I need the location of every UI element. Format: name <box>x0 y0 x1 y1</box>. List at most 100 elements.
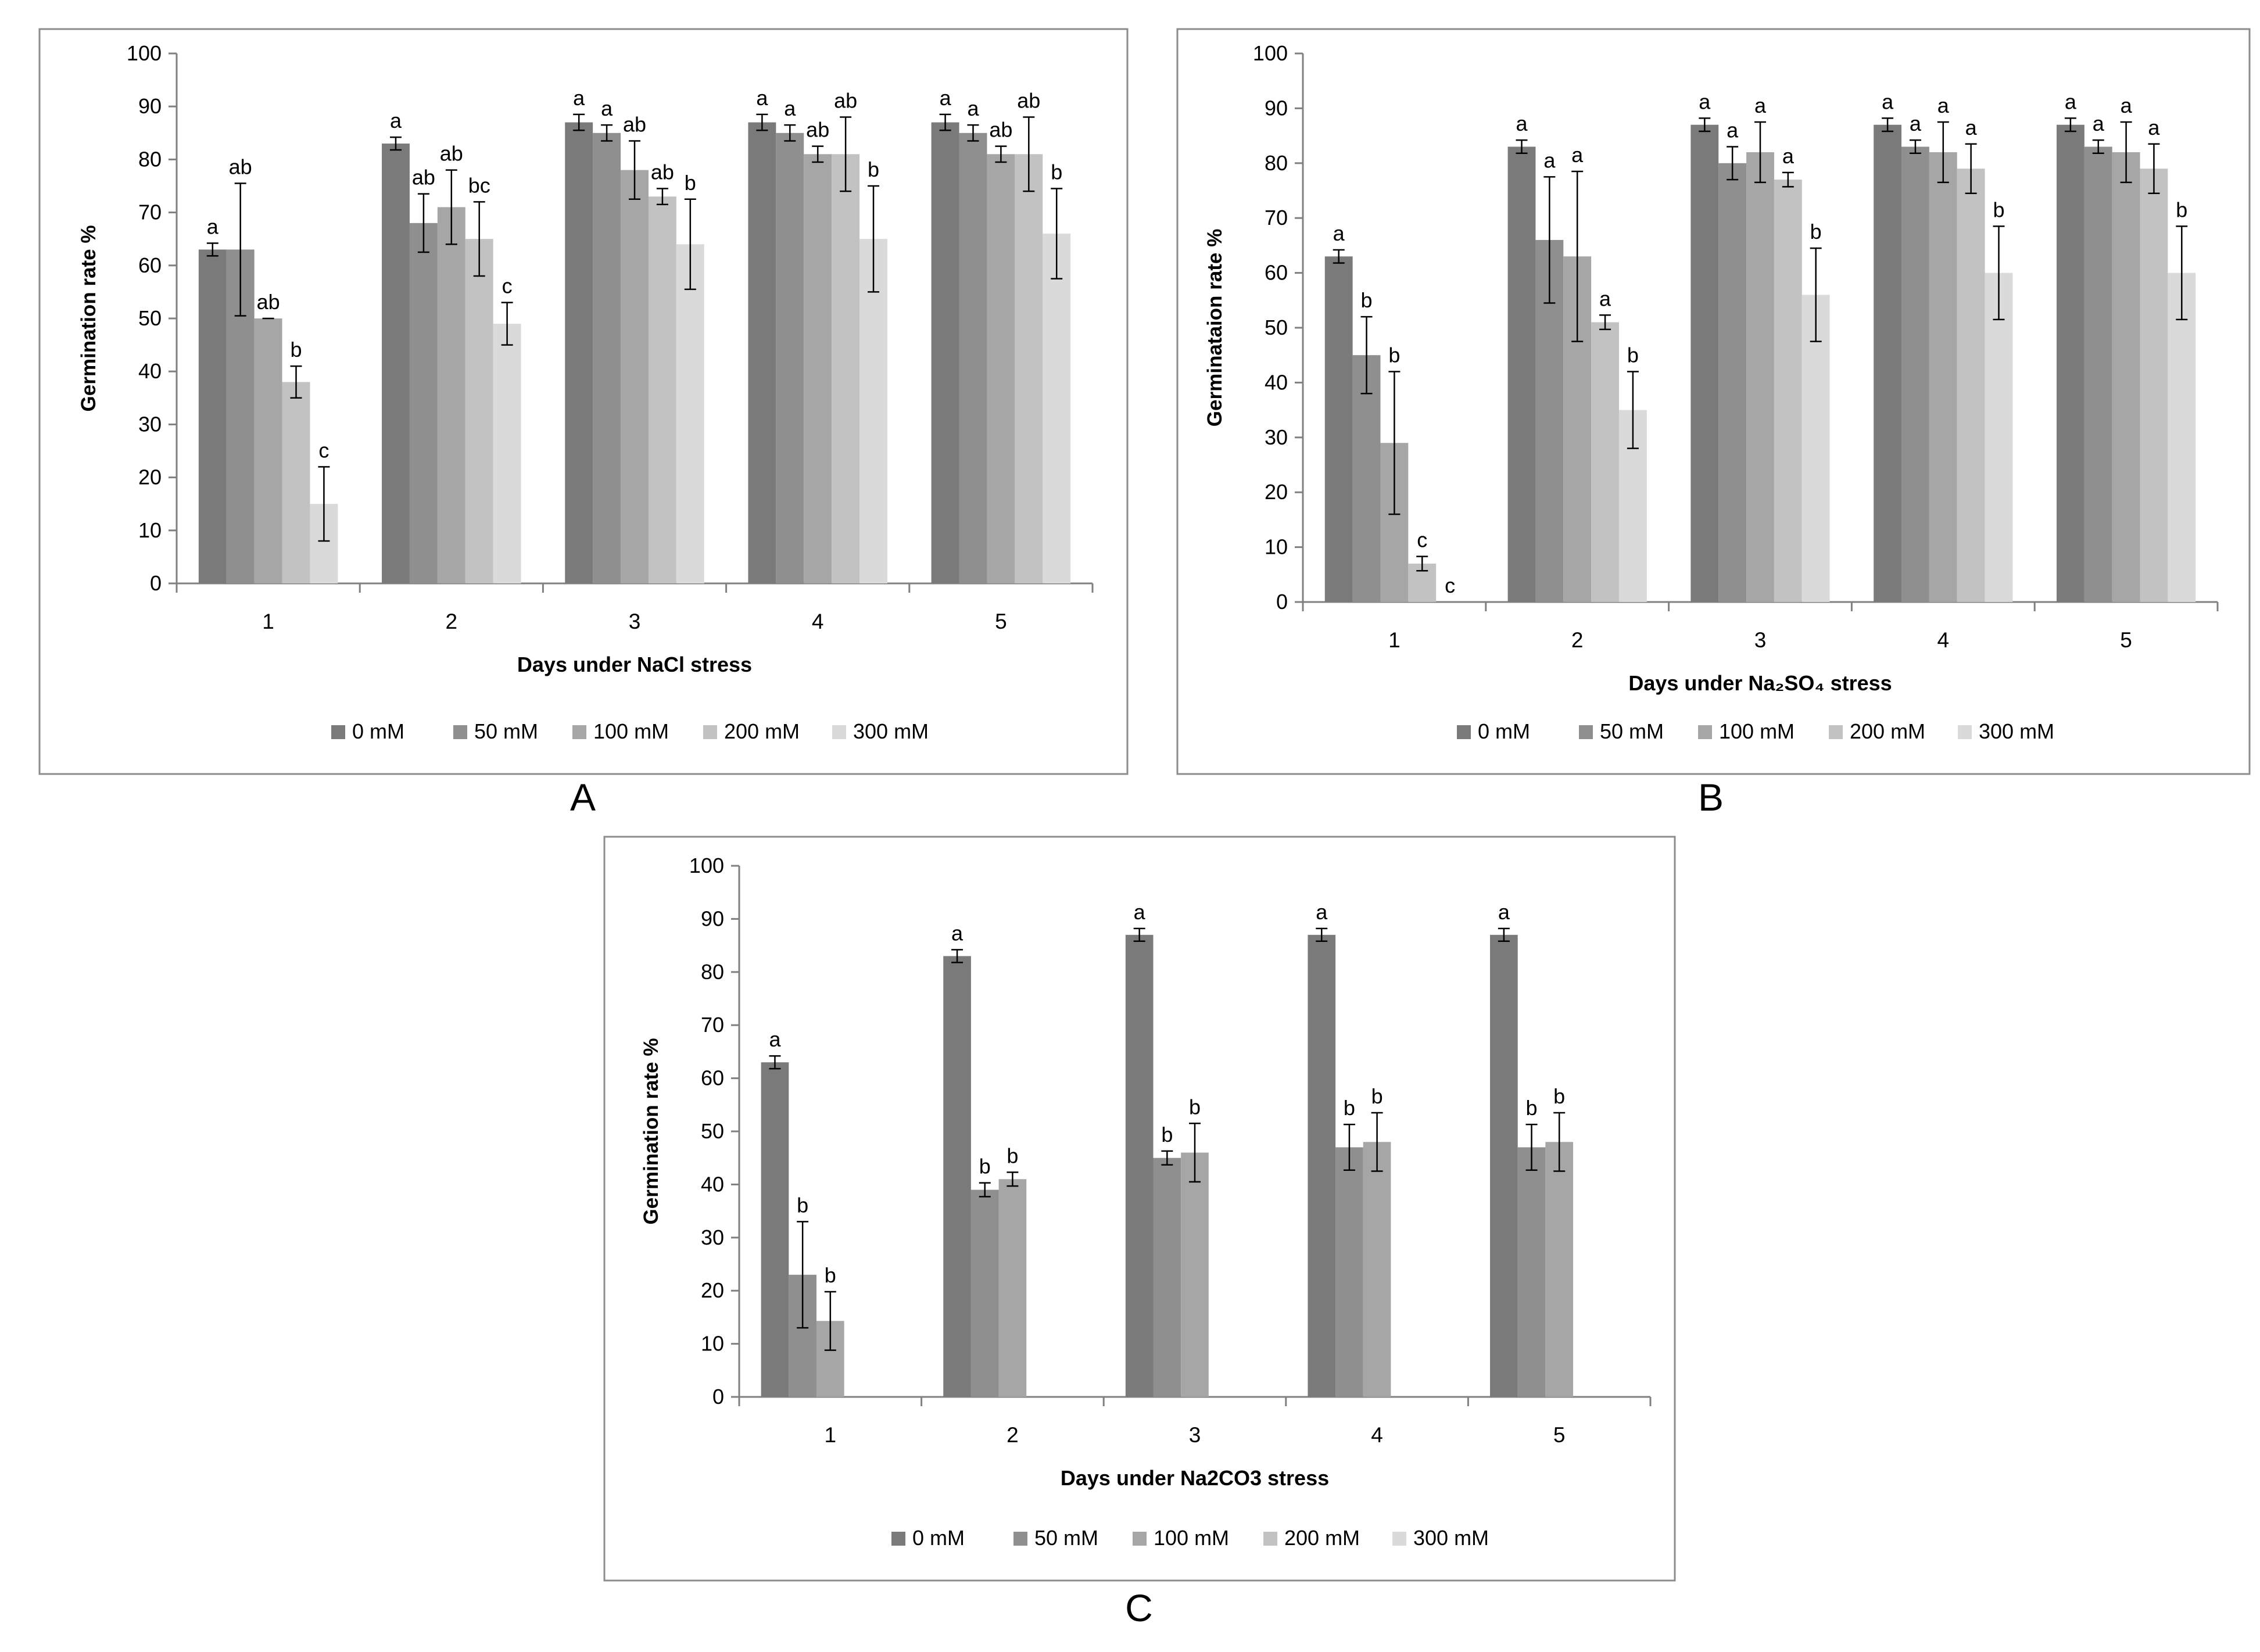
significance-label: a <box>2065 89 2077 113</box>
significance-label: a <box>1571 143 1584 167</box>
significance-label: a <box>951 921 964 945</box>
bar-300mm-day4 <box>859 239 887 583</box>
legend-swatch <box>1829 725 1843 739</box>
bar-0mm-day2 <box>1507 146 1536 603</box>
significance-label: b <box>1051 160 1062 184</box>
bar-200mm-day5 <box>2140 169 2168 602</box>
bar-100mm-day1 <box>254 318 282 583</box>
panel-label-a: A <box>570 776 596 819</box>
significance-label: ab <box>651 160 674 184</box>
significance-label: a <box>573 86 585 110</box>
x-tick-label: 1 <box>262 610 274 633</box>
y-tick-label: 30 <box>138 412 162 436</box>
x-tick-label: 2 <box>1571 628 1584 652</box>
significance-label: a <box>2148 116 2160 139</box>
significance-label: b <box>1526 1096 1538 1120</box>
y-tick-label: 20 <box>701 1278 724 1302</box>
significance-label: ab <box>257 290 280 314</box>
significance-label: b <box>979 1155 991 1178</box>
legend-swatch <box>1133 1532 1147 1546</box>
significance-label: bc <box>468 173 490 197</box>
y-tick-label: 40 <box>1265 370 1288 394</box>
legend: 0 mM 50 mM 100 mM 200 mM 300 mM <box>331 719 929 743</box>
y-tick-label: 50 <box>701 1119 724 1143</box>
bar-0mm-day3 <box>1125 934 1154 1397</box>
significance-label: b <box>1993 198 2004 221</box>
significance-label: a <box>940 86 952 110</box>
significance-label: a <box>207 214 219 238</box>
bar-0mm-day4 <box>748 122 776 583</box>
bar-100mm-day2 <box>437 207 465 584</box>
significance-label: b <box>1371 1084 1383 1108</box>
significance-label: a <box>1516 112 1528 135</box>
significance-label: c <box>1445 574 1455 597</box>
x-tick-label: 5 <box>995 610 1007 633</box>
legend-swatch <box>1263 1532 1277 1546</box>
y-tick-label: 50 <box>138 306 162 330</box>
x-tick-label: 1 <box>1388 628 1401 652</box>
y-tick-label: 80 <box>1265 151 1288 175</box>
bar-200mm-day2 <box>1591 322 1619 602</box>
legend-swatch <box>1392 1532 1406 1546</box>
y-tick-label: 40 <box>138 359 162 383</box>
panel-label-c: C <box>1125 1586 1153 1629</box>
significance-label: ab <box>1017 88 1040 112</box>
bar-50mm-day4 <box>1901 146 1929 603</box>
significance-label: a <box>1782 144 1795 168</box>
y-tick-label: 0 <box>150 571 162 595</box>
bar-0mm-day2 <box>943 956 971 1397</box>
legend-label: 300 mM <box>1979 719 2054 743</box>
x-tick-label: 5 <box>1553 1423 1566 1447</box>
bar-100mm-day4 <box>1363 1142 1391 1397</box>
legend-swatch <box>703 725 717 739</box>
significance-label: b <box>1810 220 1822 243</box>
bar-200mm-day4 <box>832 154 860 583</box>
legend-label: 100 mM <box>1719 719 1795 743</box>
bar-300mm-day3 <box>676 244 704 583</box>
bar-0mm-day5 <box>931 122 959 583</box>
bar-50mm-day4 <box>1335 1147 1363 1397</box>
significance-label: a <box>1727 118 1739 142</box>
chart-panel-a: 0 10 20 30 40 50 60 70 80 90 100 Germination rate %… <box>38 28 1129 775</box>
legend-label: 50 mM <box>474 719 538 743</box>
bar-50mm-day2 <box>409 223 438 584</box>
legend-swatch <box>891 1532 905 1546</box>
significance-label: b <box>1388 343 1400 367</box>
significance-label: ab <box>806 118 829 142</box>
legend-label: 50 mM <box>1034 1526 1098 1550</box>
legend-swatch <box>1958 725 1972 739</box>
significance-label: b <box>685 171 696 195</box>
y-tick-label: 100 <box>689 854 724 877</box>
panel-label-b: B <box>1698 776 1724 819</box>
x-tick-label: 1 <box>825 1423 837 1447</box>
y-tick-label: 80 <box>701 960 724 984</box>
bar-50mm-day5 <box>2084 146 2112 603</box>
significance-label: ab <box>412 166 435 189</box>
y-tick-label: 90 <box>138 94 162 118</box>
legend-swatch <box>832 725 846 739</box>
significance-label: b <box>868 157 879 181</box>
bar-200mm-day3 <box>648 196 676 583</box>
x-axis-title: Days under NaCl stress <box>517 653 752 676</box>
x-tick-label: 3 <box>629 610 641 633</box>
bar-100mm-day5 <box>2112 152 2140 602</box>
significance-label: b <box>1161 1123 1173 1146</box>
bar-0mm-day4 <box>1308 934 1336 1397</box>
bar-100mm-day2 <box>998 1179 1027 1397</box>
legend: 0 mM 50 mM 100 mM 200 mM 300 mM <box>1457 719 2054 743</box>
significance-label: a <box>1134 900 1146 924</box>
bar-300mm-day5 <box>2168 273 2196 603</box>
bar-300mm-day3 <box>1801 295 1830 602</box>
x-tick-label: 4 <box>1937 628 1950 652</box>
y-tick-label: 30 <box>1265 425 1288 449</box>
bar-0mm-day2 <box>382 144 410 584</box>
y-axis-title: Germination rate % <box>77 225 100 412</box>
x-tick-label: 3 <box>1754 628 1767 652</box>
bar-50mm-day4 <box>776 132 804 584</box>
legend-label: 50 mM <box>1600 719 1664 743</box>
bar-300mm-day5 <box>1043 234 1071 584</box>
legend-swatch <box>1457 725 1471 739</box>
significance-label: ab <box>834 88 857 112</box>
legend-swatch <box>572 725 586 739</box>
